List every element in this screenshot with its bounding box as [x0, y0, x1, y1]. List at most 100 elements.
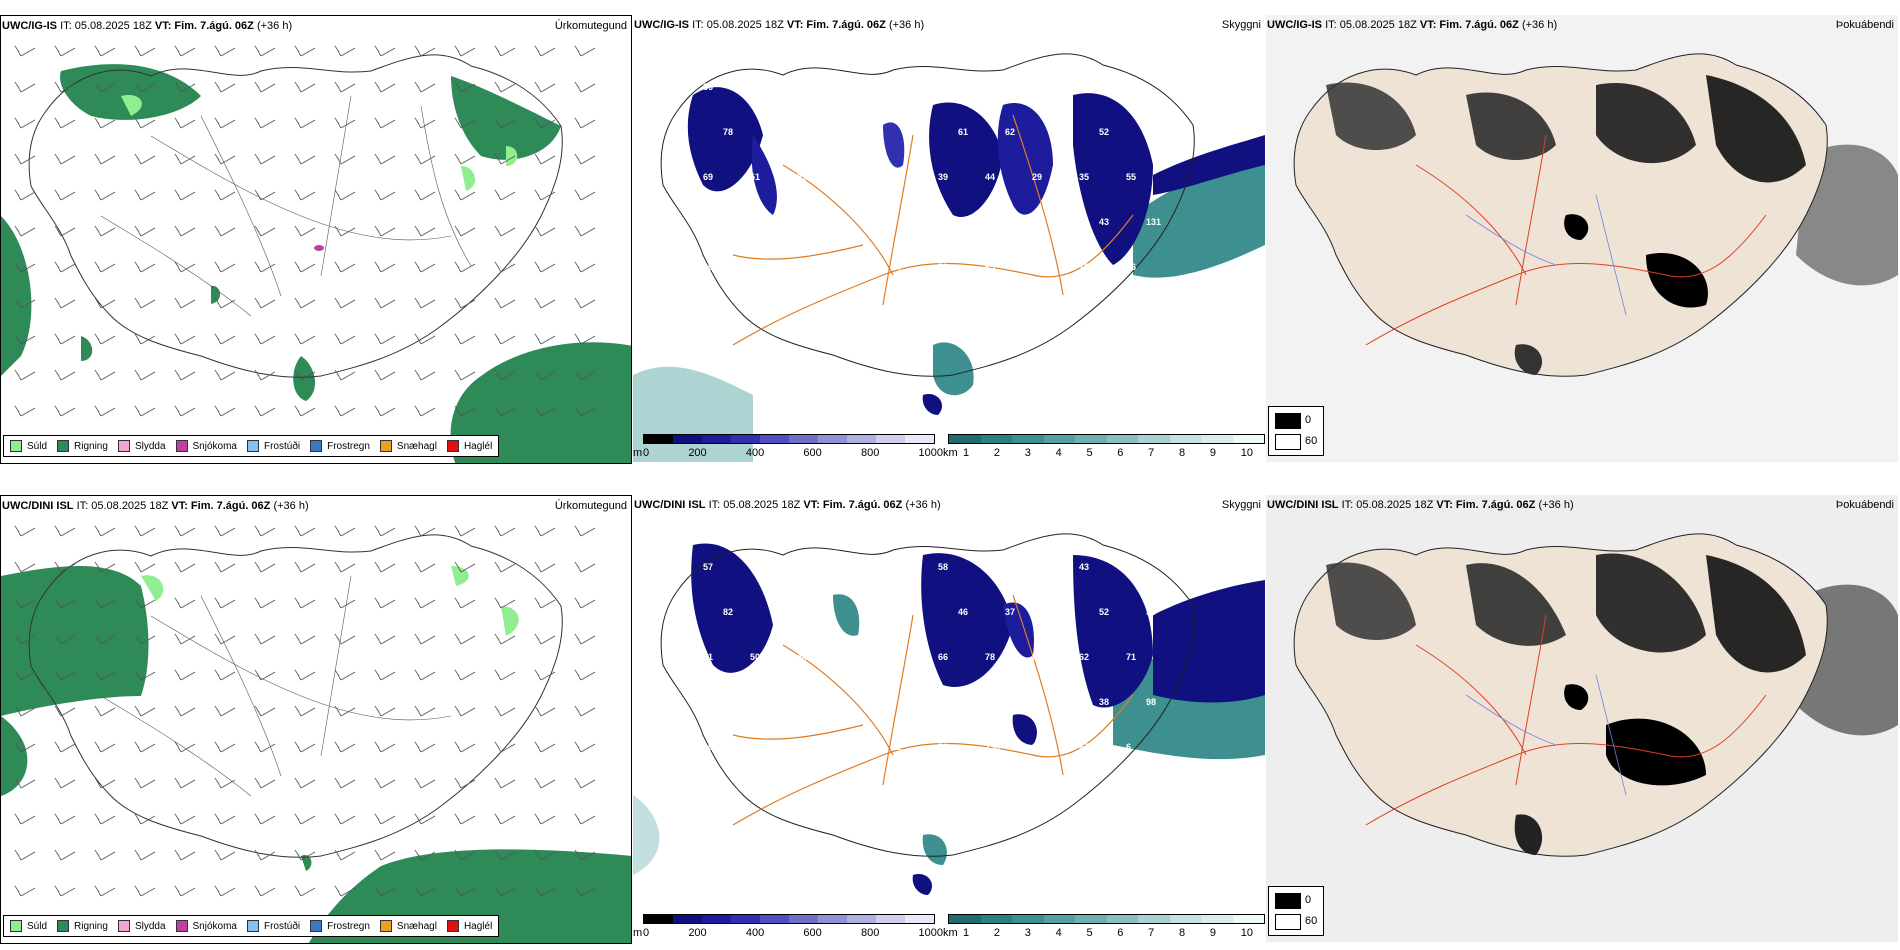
visibility-value-label: 46	[958, 607, 968, 617]
colorbar-tick: 10	[1240, 927, 1253, 939]
colorbar-tick: 7	[1148, 447, 1155, 459]
visibility-value-label: 46	[844, 652, 854, 662]
km-ticks: 1 2 3 4 5 6 7 8 9 10	[963, 927, 1253, 939]
visibility-value-label: 62	[1005, 127, 1015, 137]
visibility-value-label: 70	[1079, 82, 1089, 92]
visibility-value-label: 62	[891, 742, 901, 752]
visibility-value-label: 50	[750, 652, 760, 662]
visibility-value-label: 76	[1126, 262, 1136, 272]
colorbar-tick: 2	[993, 927, 1000, 939]
colorbar-tick: 6	[1117, 927, 1124, 939]
visibility-value-label: 68	[1032, 562, 1042, 572]
colorbar-tick: 8	[1179, 927, 1186, 939]
legend-item: Rigning	[57, 920, 108, 932]
visibility-value-label: 66	[723, 697, 733, 707]
fog-panel-row2: UWC/DINI ISL IT: 05.08.2025 18Z VT: Fim.…	[1266, 495, 1898, 942]
visibility-value-label: 102	[817, 217, 832, 227]
precip-map-row1	[1, 45, 631, 463]
visibility-value-label: 52	[1099, 127, 1109, 137]
colorbar-tick: 2	[993, 447, 1000, 459]
visibility-value-label: 55	[864, 697, 874, 707]
colorbar-tick: 800	[860, 447, 880, 459]
visibility-value-label: 87	[1032, 742, 1042, 752]
colorbar-tick: 1	[963, 447, 970, 459]
visibility-map-row2: 57 41 52 63 63 58 70 68 43 100 82 107 83 29 72 46 37 54 52…	[633, 533, 1265, 895]
visibility-value-label: 39	[938, 172, 948, 182]
legend-item: Snjókoma	[175, 920, 237, 932]
visibility-value-label: 78	[723, 127, 733, 137]
visibility-value-label: 72	[911, 607, 921, 617]
colorbar-tick: 3	[1024, 927, 1031, 939]
visibility-value-label: 73	[1126, 82, 1136, 92]
visibility-value-label: 53	[797, 172, 807, 182]
panel-header: UWC/DINI ISL IT: 05.08.2025 18Z VT: Fim.…	[634, 499, 941, 511]
visibility-value-label: 29	[1032, 172, 1042, 182]
colorbar-tick: 800	[860, 927, 880, 939]
colorbar-tick: 9	[1209, 927, 1216, 939]
m-ticks: 0 200 400 600 800 1000	[643, 927, 943, 939]
visibility-value-label: 54	[891, 262, 901, 272]
precip-legend: Súld Rigning Slydda Snjókoma Frostúði Fr…	[3, 915, 500, 937]
colorbar-tick: 400	[745, 927, 765, 939]
visibility-value-label: 57	[703, 562, 713, 572]
colorbar-tick: 7	[1148, 927, 1155, 939]
visibility-value-label: 99	[891, 652, 901, 662]
colorbar-tick: 4	[1055, 927, 1062, 939]
visibility-value-label: 41	[750, 562, 760, 572]
visibility-value-label: 40	[958, 697, 968, 707]
visibility-value-label: 66	[938, 652, 948, 662]
visibility-value-label: 58	[938, 562, 948, 572]
colorbar-tick: 8	[1179, 447, 1186, 459]
visibility-value-label: 85	[797, 742, 807, 752]
panel-title: Úrkomutegund	[554, 500, 627, 512]
visibility-value-label: 29	[864, 607, 874, 617]
visibility-value-label: 136	[985, 742, 1000, 752]
visibility-value-label: 78	[1079, 262, 1089, 272]
colorbar-tick: 1	[963, 927, 970, 939]
visibility-value-label: 131	[1146, 217, 1161, 227]
visibility-value-label: 80	[1052, 217, 1062, 227]
visibility-panel-row2: 57 41 52 63 63 58 70 68 43 100 82 107 83 29 72 46 37 54 52…	[633, 495, 1265, 942]
legend-item: Frostúði	[246, 920, 300, 932]
visibility-value-label: 45	[1146, 127, 1156, 137]
visibility-value-label: 40	[1052, 127, 1062, 137]
m-unit: m	[633, 447, 643, 459]
visibility-value-label: 44	[985, 172, 995, 182]
colorbar-tick: 4	[1055, 447, 1062, 459]
visibility-value-label: 78	[985, 652, 995, 662]
fog-map-row1	[1266, 15, 1898, 462]
visibility-value-label: 54	[1052, 697, 1062, 707]
fog-legend: 0 60	[1268, 886, 1324, 936]
visibility-m-colorbar	[643, 914, 935, 924]
visibility-value-label: 50	[938, 262, 948, 272]
panel-title: Skyggni	[1221, 19, 1261, 31]
visibility-value-label: 50	[1146, 607, 1156, 617]
visibility-value-label: 39	[750, 82, 760, 92]
visibility-km-colorbar	[948, 914, 1265, 924]
visibility-value-label: 56	[770, 697, 780, 707]
visibility-value-label: 82	[723, 607, 733, 617]
visibility-value-label: 56	[770, 127, 780, 137]
panel-header: UWC/DINI ISL IT: 05.08.2025 18Z VT: Fim.…	[1267, 499, 1574, 511]
visibility-value-label: 61	[844, 742, 854, 752]
legend-item: Frostúði	[246, 440, 300, 452]
visibility-value-label: 54	[1005, 217, 1015, 227]
visibility-value-label: 48	[1032, 82, 1042, 92]
legend-item: Slydda	[117, 920, 166, 932]
visibility-value-label: 95	[770, 217, 780, 227]
visibility-value-label: 37	[1005, 607, 1015, 617]
colorbar-tick: 200	[688, 927, 707, 939]
visibility-value-label: 63	[911, 217, 921, 227]
visibility-value-label: 51	[1032, 262, 1042, 272]
colorbar-tick: 1000	[918, 447, 943, 459]
visibility-value-label: 47	[938, 82, 948, 92]
colorbar-tick: 600	[803, 927, 822, 939]
m-ticks: 0 200 400 600 800 1000	[643, 447, 943, 459]
panel-title: Skyggni	[1221, 499, 1261, 511]
visibility-value-label: 44	[797, 652, 807, 662]
precip-type-panel-row1: UWC/IG-IS IT: 05.08.2025 18Z VT: Fim. 7.…	[0, 15, 632, 464]
visibility-value-label: 107	[703, 742, 718, 752]
visibility-value-label: 176	[770, 787, 785, 797]
visibility-value-label: 31	[958, 307, 968, 317]
